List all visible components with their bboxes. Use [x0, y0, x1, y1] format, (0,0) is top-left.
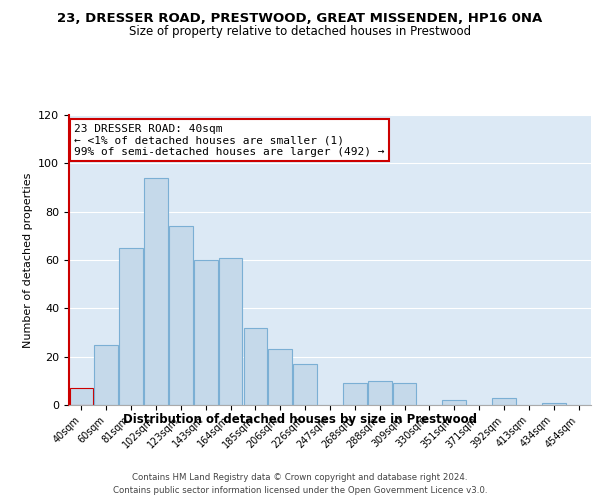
Text: Size of property relative to detached houses in Prestwood: Size of property relative to detached ho… [129, 25, 471, 38]
Text: 23 DRESSER ROAD: 40sqm
← <1% of detached houses are smaller (1)
99% of semi-deta: 23 DRESSER ROAD: 40sqm ← <1% of detached… [74, 124, 385, 157]
Bar [119, 248, 143, 405]
Bar [492, 398, 516, 405]
Bar [194, 260, 218, 405]
Bar [542, 402, 566, 405]
Bar [70, 388, 93, 405]
Y-axis label: Number of detached properties: Number of detached properties [23, 172, 32, 348]
Bar [94, 344, 118, 405]
Text: 23, DRESSER ROAD, PRESTWOOD, GREAT MISSENDEN, HP16 0NA: 23, DRESSER ROAD, PRESTWOOD, GREAT MISSE… [58, 12, 542, 26]
Bar [268, 350, 292, 405]
Bar [219, 258, 242, 405]
Bar [368, 381, 392, 405]
Bar [169, 226, 193, 405]
Text: Contains public sector information licensed under the Open Government Licence v3: Contains public sector information licen… [113, 486, 487, 495]
Text: Contains HM Land Registry data © Crown copyright and database right 2024.: Contains HM Land Registry data © Crown c… [132, 472, 468, 482]
Bar [442, 400, 466, 405]
Bar [144, 178, 168, 405]
Bar [343, 383, 367, 405]
Bar [393, 383, 416, 405]
Bar [293, 364, 317, 405]
Text: Distribution of detached houses by size in Prestwood: Distribution of detached houses by size … [123, 412, 477, 426]
Bar [244, 328, 267, 405]
